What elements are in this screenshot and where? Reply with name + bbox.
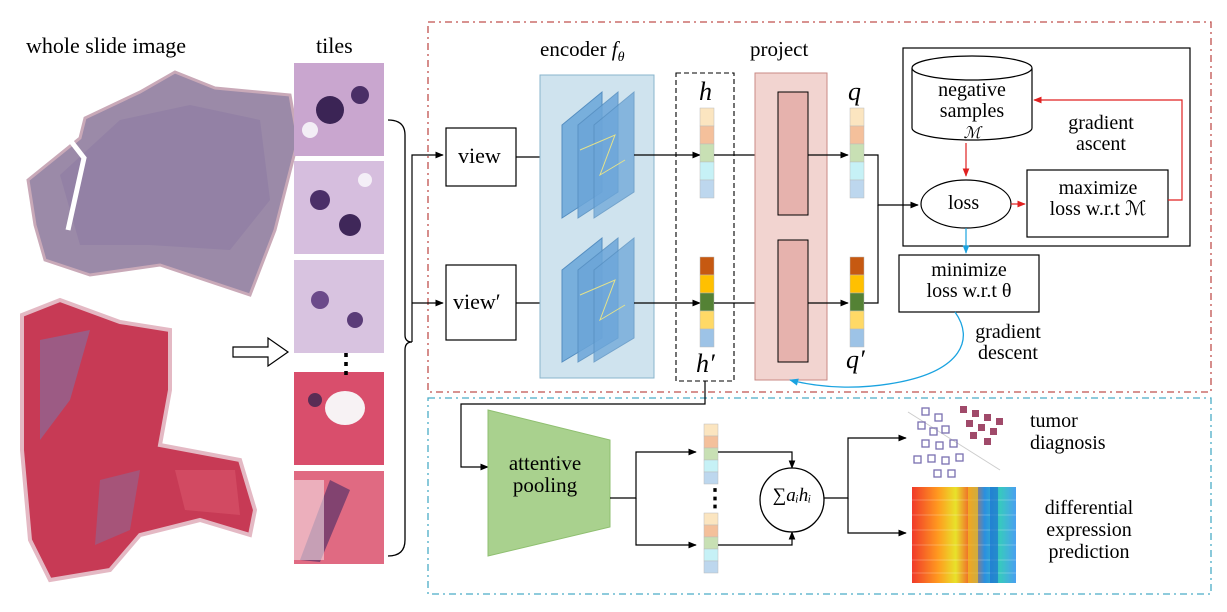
q-prime-label: q′ [846, 345, 865, 374]
encoder-title: encoder fθ [540, 37, 625, 66]
whole-slide-image-top [26, 70, 300, 297]
encoder-layers-top [561, 90, 635, 219]
gradient-ascent-label: gradient ascent [1068, 112, 1134, 155]
maximize-box [1026, 169, 1169, 238]
view-label: view [458, 143, 501, 168]
whole-slide-image-bottom [20, 297, 258, 583]
q-label: q [848, 77, 861, 106]
h-label: h [699, 77, 712, 106]
encoder-layers-bottom [561, 236, 635, 363]
hollow-right-arrow [232, 336, 290, 368]
contrastive-region [427, 21, 1212, 393]
q-vector [849, 107, 865, 199]
minimize-box [898, 254, 1040, 313]
expression-heatmap-icon [912, 487, 1016, 583]
downstream-region [427, 397, 1212, 595]
wsi-title: whole slide image [26, 33, 187, 58]
view-box-1 [445, 127, 517, 187]
negative-samples-label: negative samples ℳ [938, 79, 1006, 142]
tiles-column [294, 63, 384, 564]
gradient-descent-label: gradient descent [975, 321, 1041, 364]
tiles-brace [387, 119, 413, 557]
attentive-pooling-block [487, 409, 611, 557]
adversarial-memory-box [902, 47, 1191, 247]
weighted-sum-node [759, 467, 825, 533]
tile-2 [294, 161, 384, 254]
attentive-pooling-label: attentive pooling [508, 451, 582, 498]
loss-label: loss [948, 192, 980, 214]
q-prime-vector [849, 256, 865, 348]
weighted-sum-label: ∑aᵢhᵢ [772, 485, 812, 506]
pooled-vector-top [703, 423, 719, 485]
negative-samples-bank [911, 55, 1033, 141]
h-prime-vector [699, 256, 715, 348]
minimize-label: minimize loss w.r.t θ [926, 259, 1012, 302]
pooled-ellipsis: ⋮ [703, 486, 727, 512]
pooled-vector-bottom [703, 512, 719, 574]
tile-3 [294, 260, 384, 353]
tiles-title: tiles [316, 33, 353, 58]
differential-expression-label: differential expression prediction [1044, 497, 1134, 563]
h-prime-label: h′ [696, 349, 715, 378]
tiles-ellipsis: ⋮ [333, 349, 359, 378]
tumor-scatter-icon [907, 406, 1003, 478]
view-prime-label: view′ [453, 289, 501, 314]
tumor-diagnosis-label: tumor diagnosis [1030, 410, 1106, 454]
h-vector [699, 107, 715, 199]
project-title: project [750, 37, 809, 61]
maximize-label: maximize loss w.r.t ℳ [1049, 177, 1147, 220]
